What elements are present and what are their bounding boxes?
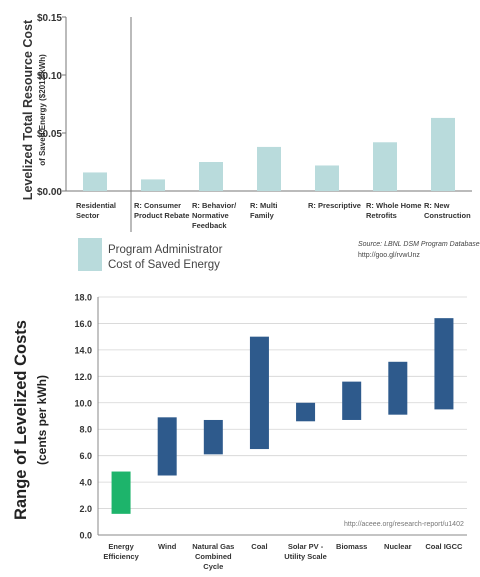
top-category-label: R: Consumer [134, 201, 181, 210]
bottom-y-tick-label: 16.0 [74, 319, 92, 329]
top-category-label: R: Whole Home [366, 201, 421, 210]
top-bar [257, 146, 281, 191]
bottom-ylabel-main: Range of Levelized Costs [12, 320, 30, 520]
bottom-category-label: Combined [195, 552, 232, 561]
top-ylabel-main: Levelized Total Resource Cost [21, 19, 35, 200]
bottom-range-bar [249, 336, 269, 450]
top-legend-line2: Cost of Saved Energy [108, 259, 220, 271]
bottom-category-label: Cycle [203, 562, 223, 571]
bottom-category-label: Energy [108, 542, 134, 551]
bottom-category-label: Wind [158, 542, 177, 551]
top-ylabel-sub: of Saved Energy ($2012/kWh) [38, 54, 47, 166]
bottom-y-tick-label: 12.0 [74, 372, 92, 382]
bottom-y-tick-label: 8.0 [79, 425, 92, 435]
bottom-category-label: Nuclear [384, 542, 412, 551]
top-source-url: http://goo.gl/rvwUnz [358, 252, 420, 259]
bottom-range-bar [111, 471, 131, 514]
bottom-gridlines [98, 296, 467, 509]
top-gridlines [62, 16, 66, 192]
top-bar [199, 162, 223, 191]
bottom-y-tick-label: 4.0 [79, 478, 92, 488]
top-category-label: R: Prescriptive [308, 201, 361, 210]
top-y-tick-label: $0.10 [37, 71, 62, 82]
bottom-y-tick-label: 6.0 [79, 451, 92, 461]
top-category-label: Normative [192, 211, 229, 220]
top-category-label: Construction [424, 211, 471, 220]
top-legend-swatch [78, 238, 102, 271]
top-bar [373, 142, 397, 191]
top-bar [431, 117, 455, 191]
top-y-tick-label: $0.00 [37, 187, 62, 198]
top-bar [315, 165, 339, 191]
top-category-label: R: Multi [250, 201, 278, 210]
bottom-category-label: Coal [251, 542, 267, 551]
top-bar [141, 179, 165, 191]
top-category-label: Product Rebate [134, 211, 189, 220]
top-category-label: Family [250, 211, 275, 220]
top-category-label: Residential [76, 201, 116, 210]
top-category-label: Sector [76, 211, 99, 220]
bottom-category-label: Efficiency [103, 552, 139, 561]
top-bars [83, 117, 455, 191]
bottom-range-bar [434, 318, 454, 410]
bottom-category-label: Coal IGCC [425, 542, 463, 551]
top-source-text: Source: LBNL DSM Program Database [358, 241, 480, 248]
bottom-ylabel-sub: (cents per kWh) [35, 375, 49, 465]
bottom-category-label: Natural Gas [192, 542, 234, 551]
bottom-range-bar [342, 381, 362, 420]
top-y-tick-label: $0.05 [37, 129, 62, 140]
bottom-range-bar [296, 402, 316, 422]
top-bar [83, 172, 107, 191]
bottom-source-url: http://aceee.org/research-report/u1402 [344, 521, 464, 528]
bottom-category-label: Utility Scale [284, 552, 327, 561]
bottom-range-bar [157, 417, 177, 476]
bottom-y-tick-label: 14.0 [74, 345, 92, 355]
bottom-category-label: Biomass [336, 542, 367, 551]
bottom-bars [111, 318, 454, 514]
top-legend-line1: Program Administrator [108, 244, 223, 256]
top-category-label: R: New [424, 201, 450, 210]
top-chart: Levelized Total Resource Cost of Saved E… [21, 13, 480, 271]
bottom-chart: Range of Levelized Costs (cents per kWh)… [12, 293, 467, 571]
top-y-tick-label: $0.15 [37, 13, 62, 24]
bottom-y-tick-labels: 0.0 2.0 4.0 6.0 8.0 10.0 12.0 14.0 16.0 18.0 [74, 293, 92, 541]
bottom-y-tick-label: 0.0 [79, 531, 92, 541]
bottom-range-bar [388, 361, 408, 415]
bottom-y-tick-label: 2.0 [79, 504, 92, 514]
top-category-label: Retrofits [366, 211, 397, 220]
bottom-y-tick-label: 18.0 [74, 293, 92, 303]
bottom-y-tick-label: 10.0 [74, 398, 92, 408]
bottom-range-bar [203, 419, 223, 455]
top-category-label: Feedback [192, 221, 227, 230]
top-category-label: R: Behavior/ [192, 201, 237, 210]
top-y-tick-labels: $0.00 $0.05 $0.10 $0.15 [37, 13, 62, 198]
bottom-category-label: Solar PV - [288, 542, 324, 551]
